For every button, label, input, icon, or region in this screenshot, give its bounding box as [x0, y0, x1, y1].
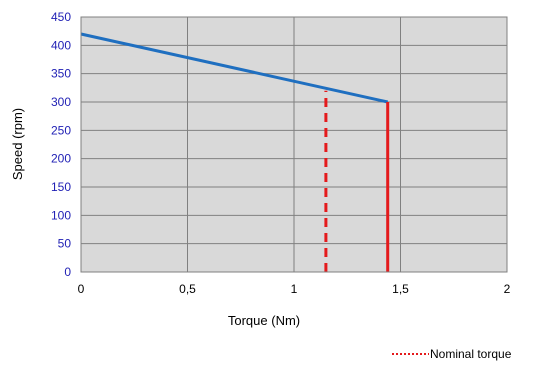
plot-frame	[80, 16, 508, 273]
speed-torque-line	[80, 32, 389, 104]
y-axis-label: Speed (rpm)	[10, 108, 25, 180]
y-tick-label: 300	[51, 95, 71, 109]
x-tick-label: 0,5	[179, 282, 196, 296]
y-tick-label: 50	[58, 237, 72, 251]
legend: Nominal torque	[392, 347, 512, 361]
y-tick-label: 100	[51, 208, 71, 222]
x-tick-label: 1	[291, 282, 298, 296]
x-tick-label: 1,5	[392, 282, 409, 296]
legend-label-nominal-torque: Nominal torque	[430, 347, 512, 361]
x-tick-label: 2	[504, 282, 511, 296]
y-tick-labels: 0 50 100 150 200 250 300 350 400 450	[51, 10, 71, 279]
y-tick-label: 150	[51, 180, 71, 194]
y-tick-label: 250	[51, 123, 71, 137]
series-lines	[80, 32, 390, 272]
y-tick-label: 400	[51, 38, 71, 52]
grid	[81, 17, 507, 272]
y-tick-label: 0	[64, 265, 71, 279]
x-tick-label: 0	[78, 282, 85, 296]
y-tick-label: 350	[51, 67, 71, 81]
y-tick-label: 450	[51, 10, 71, 24]
x-axis-label: Torque (Nm)	[228, 313, 300, 328]
y-tick-label: 200	[51, 152, 71, 166]
x-tick-labels: 0 0,5 1 1,5 2	[78, 282, 511, 296]
